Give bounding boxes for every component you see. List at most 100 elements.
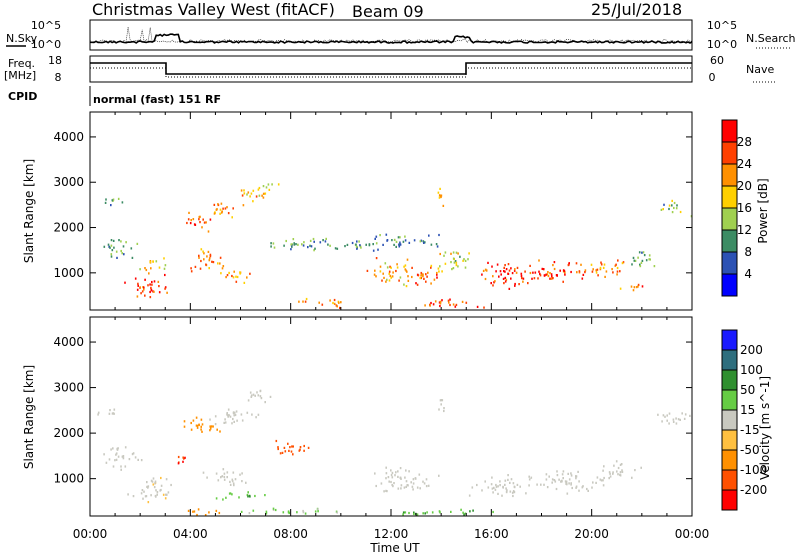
data-cell xyxy=(157,280,160,283)
data-cell xyxy=(360,246,362,249)
data-cell xyxy=(200,418,203,421)
data-cell xyxy=(408,470,410,473)
data-cell xyxy=(216,208,218,211)
data-cell xyxy=(571,486,573,490)
data-cell xyxy=(167,491,170,494)
data-cell xyxy=(491,265,493,268)
data-cell xyxy=(152,483,155,486)
data-cell xyxy=(366,269,369,272)
data-cell xyxy=(587,489,589,492)
colorbar-tick-label: -200 xyxy=(740,483,767,497)
y-tick-label: 3000 xyxy=(53,381,84,395)
data-cell xyxy=(233,270,235,273)
x-tick-label: 04:00 xyxy=(173,527,208,541)
data-cell xyxy=(307,446,310,449)
power-panel: 1000 2000 3000 4000 xyxy=(53,111,693,311)
data-cell xyxy=(619,471,622,474)
data-cell xyxy=(438,233,440,237)
data-cell xyxy=(484,277,487,281)
data-cell xyxy=(124,281,126,284)
data-cell xyxy=(117,197,120,200)
data-cell xyxy=(422,275,424,278)
data-cell xyxy=(413,511,415,514)
data-cell xyxy=(232,276,235,279)
data-cell xyxy=(414,477,417,480)
data-cell xyxy=(441,399,444,402)
data-cell xyxy=(225,276,227,279)
data-cell xyxy=(143,288,145,291)
data-cell xyxy=(132,495,135,498)
colorbar-tick-label: 4 xyxy=(744,267,752,281)
data-cell xyxy=(419,240,422,243)
data-cell xyxy=(251,413,253,416)
data-cell xyxy=(107,243,110,246)
data-cell xyxy=(407,279,410,282)
data-cell xyxy=(447,299,450,302)
data-cell xyxy=(160,488,162,492)
data-cell xyxy=(657,413,659,416)
data-cell xyxy=(461,300,464,303)
data-cell xyxy=(241,480,243,483)
data-cell xyxy=(559,269,561,272)
data-cell xyxy=(147,284,149,287)
data-cell xyxy=(334,247,337,250)
data-cell xyxy=(231,493,233,496)
freq-tick-high: 18 xyxy=(48,54,62,67)
data-cell xyxy=(215,472,218,475)
data-cell xyxy=(438,196,441,199)
data-cell xyxy=(123,253,125,256)
data-cell xyxy=(273,246,276,249)
nave-label: Nave xyxy=(746,63,774,76)
data-cell xyxy=(219,256,222,259)
data-cell xyxy=(439,187,441,190)
data-cell xyxy=(496,263,499,266)
data-cell xyxy=(254,494,256,498)
data-cell xyxy=(195,416,198,419)
data-cell xyxy=(206,476,208,479)
data-cell xyxy=(127,493,129,496)
data-cell xyxy=(406,258,409,261)
data-cell xyxy=(575,262,578,265)
data-cell xyxy=(492,510,494,514)
data-cell xyxy=(609,472,611,475)
data-cell xyxy=(504,270,506,273)
data-cell xyxy=(584,269,587,272)
data-cell xyxy=(416,486,419,489)
y-tick-label: 4000 xyxy=(53,335,84,349)
data-cell xyxy=(429,304,431,307)
data-cell xyxy=(128,458,131,461)
data-cell xyxy=(612,472,614,475)
data-cell xyxy=(291,245,293,248)
data-cell xyxy=(388,272,390,275)
beam-label: Beam 09 xyxy=(352,2,424,21)
data-cell xyxy=(472,509,474,512)
data-cell xyxy=(110,255,113,258)
data-cell xyxy=(155,489,157,492)
data-cell xyxy=(182,460,184,463)
data-cell xyxy=(457,252,459,255)
data-cell xyxy=(221,267,224,270)
data-cell xyxy=(324,240,327,243)
data-cell xyxy=(275,439,278,443)
data-cell xyxy=(425,478,428,481)
data-cell xyxy=(313,249,315,252)
data-cell xyxy=(471,486,474,489)
data-cell xyxy=(519,485,521,488)
data-cell xyxy=(615,263,617,266)
data-cell xyxy=(595,271,598,274)
data-cell xyxy=(250,192,253,195)
data-cell xyxy=(160,484,163,487)
data-cell xyxy=(243,192,246,195)
data-cell xyxy=(356,240,358,243)
velocity-data xyxy=(97,389,691,517)
data-cell xyxy=(165,493,167,496)
data-cell xyxy=(467,258,469,261)
data-cell xyxy=(333,302,336,305)
data-cell xyxy=(425,280,427,283)
data-cell xyxy=(338,301,340,304)
data-cell xyxy=(385,233,388,236)
data-cell xyxy=(616,470,618,473)
data-cell xyxy=(344,245,346,248)
data-cell xyxy=(153,280,156,283)
colorbar-swatch xyxy=(722,274,737,296)
